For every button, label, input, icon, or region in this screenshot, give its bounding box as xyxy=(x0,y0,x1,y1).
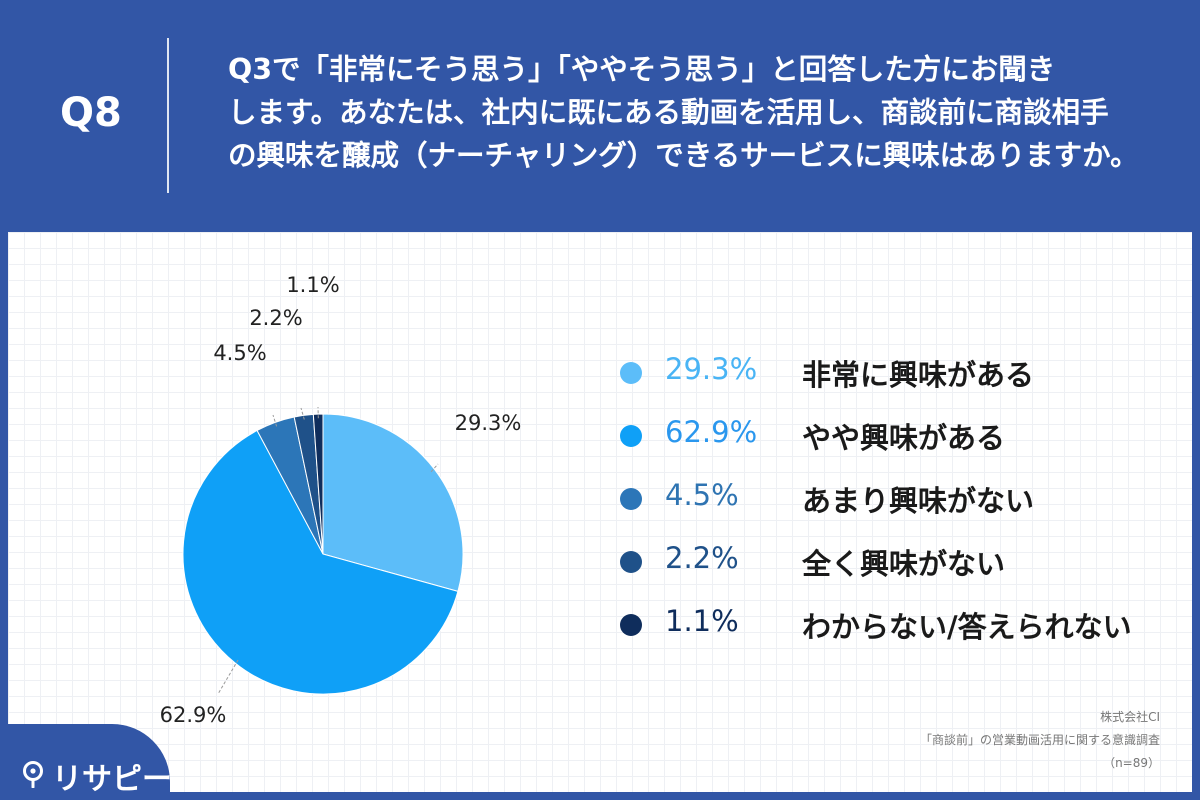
legend-percent: 2.2% xyxy=(665,541,739,575)
pie-slice xyxy=(322,413,464,592)
data-label: 1.1% xyxy=(286,273,339,297)
data-label: 2.2% xyxy=(249,306,302,330)
legend-item: 4.5% あまり興味がない xyxy=(620,478,1160,518)
legend-item: 1.1% わからない/答えられない xyxy=(620,604,1160,644)
question-number: Q8 xyxy=(60,90,122,136)
legend-label: わからない/答えられない xyxy=(802,610,1132,644)
data-label: 4.5% xyxy=(213,341,266,365)
legend-percent: 4.5% xyxy=(665,478,739,512)
source-note: 株式会社CI 「商談前」の営業動画活用に関する意識調査 （n=89） xyxy=(920,706,1160,775)
brand-name: リサピー xyxy=(52,762,172,797)
legend-percent: 1.1% xyxy=(665,604,739,638)
pie-slice xyxy=(182,429,459,695)
header-divider xyxy=(167,38,169,193)
legend-label: 全く興味がない xyxy=(802,547,1006,581)
legend-percent: 62.9% xyxy=(665,415,758,449)
pin-icon xyxy=(23,761,43,788)
data-label: 62.9% xyxy=(160,703,227,727)
legend-label: 非常に興味がある xyxy=(802,358,1035,392)
legend-percent: 29.3% xyxy=(665,352,758,386)
brand-logo: リサピー xyxy=(0,724,172,800)
legend-dot xyxy=(620,425,642,447)
pie-chart: 29.3% 62.9% 4.5% 2.2% 1.1% xyxy=(160,273,522,727)
legend-dot xyxy=(620,551,642,573)
leader-line xyxy=(300,407,305,420)
legend-item: 2.2% 全く興味がない xyxy=(620,541,1160,581)
legend-label: あまり興味がない xyxy=(802,484,1035,518)
question-line: Q3で「非常にそう思う」「ややそう思う」と回答した方にお聞き xyxy=(228,53,1056,86)
legend-dot xyxy=(620,362,642,384)
pie-slice xyxy=(312,413,324,555)
question-line: の興味を醸成（ナーチャリング）できるサービスに興味はありますか。 xyxy=(228,139,1139,172)
leader-line xyxy=(217,659,239,695)
leader-line xyxy=(430,463,439,473)
question-text: Q3で「非常にそう思う」「ややそう思う」と回答した方にお聞き します。あなたは、… xyxy=(228,48,1178,177)
header: Q8 Q3で「非常にそう思う」「ややそう思う」と回答した方にお聞き します。あな… xyxy=(0,0,1200,230)
question-line: します。あなたは、社内に既にある動画を活用し、商談前に商談相手 xyxy=(228,96,1109,129)
legend-item: 62.9% やや興味がある xyxy=(620,415,1160,455)
legend-dot xyxy=(620,488,642,510)
leader-line xyxy=(272,414,278,427)
legend-dot xyxy=(620,614,642,636)
legend-label: やや興味がある xyxy=(802,421,1006,455)
data-label: 29.3% xyxy=(455,411,522,435)
source-survey: 「商談前」の営業動画活用に関する意識調査 xyxy=(919,733,1160,747)
source-company: 株式会社CI xyxy=(1100,710,1160,724)
source-sample-size: （n=89） xyxy=(1103,756,1160,770)
chart-panel: 29.3% 62.9% 4.5% 2.2% 1.1% 29.3% 非常に興味がある 62… xyxy=(8,232,1192,792)
legend-item: 29.3% 非常に興味がある xyxy=(620,352,1160,392)
